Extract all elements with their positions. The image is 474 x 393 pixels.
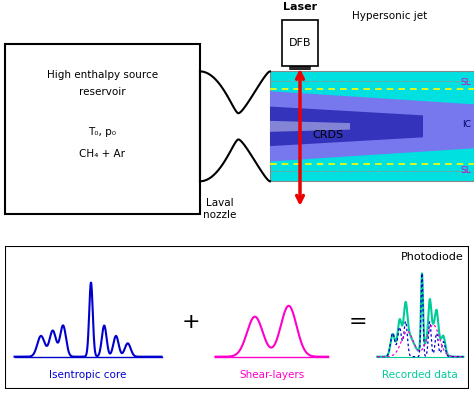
Text: Isentropic core: Isentropic core bbox=[49, 370, 127, 380]
Text: SL: SL bbox=[460, 78, 471, 87]
Bar bbox=[5, 44, 200, 214]
Text: Laser: Laser bbox=[283, 2, 317, 12]
Polygon shape bbox=[270, 121, 350, 132]
Text: T₀, p₀: T₀, p₀ bbox=[89, 127, 117, 137]
Text: Recorded data: Recorded data bbox=[383, 370, 458, 380]
Text: DFB: DFB bbox=[289, 38, 311, 48]
Text: Photodiode: Photodiode bbox=[401, 252, 464, 262]
Text: =: = bbox=[348, 312, 367, 332]
Text: reservoir: reservoir bbox=[79, 87, 126, 97]
Bar bbox=[282, 20, 318, 66]
Polygon shape bbox=[270, 107, 423, 146]
Text: CRDS: CRDS bbox=[312, 130, 343, 140]
Bar bbox=[270, 72, 474, 181]
Text: CH₄ + Ar: CH₄ + Ar bbox=[80, 149, 126, 159]
Text: Laval
nozzle: Laval nozzle bbox=[203, 198, 237, 220]
Text: +: + bbox=[182, 312, 200, 332]
Text: IC: IC bbox=[462, 119, 471, 129]
Text: High enthalpy source: High enthalpy source bbox=[47, 70, 158, 80]
Text: SL: SL bbox=[460, 166, 471, 174]
Text: Hypersonic jet: Hypersonic jet bbox=[352, 11, 428, 21]
Polygon shape bbox=[270, 91, 474, 162]
Text: Shear-layers: Shear-layers bbox=[239, 370, 304, 380]
